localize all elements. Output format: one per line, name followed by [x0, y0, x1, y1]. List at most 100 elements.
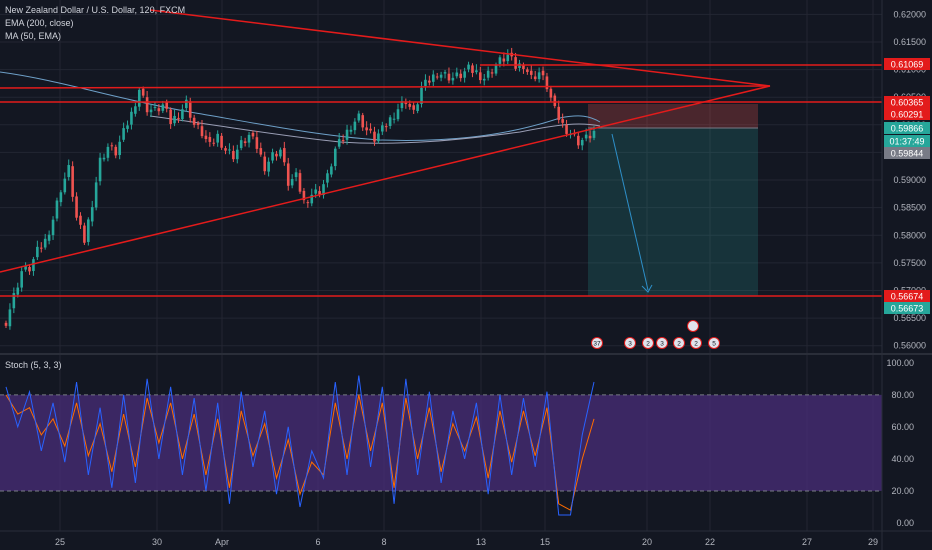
price-tag: [884, 108, 930, 120]
candle-body: [341, 139, 345, 141]
candle-body: [443, 72, 447, 74]
candle-body: [255, 137, 259, 149]
stoch-legend: Stoch (5, 3, 3): [5, 359, 62, 372]
candle-body: [47, 234, 51, 241]
candle-body: [479, 72, 482, 81]
candle-body: [169, 109, 172, 125]
stoch-tick-label: 40.00: [891, 454, 914, 464]
candle-body: [404, 102, 408, 104]
price-tag-label: 0.59844: [891, 149, 924, 159]
candle-body: [553, 95, 557, 107]
candle-body: [181, 109, 184, 120]
ma-legend[interactable]: MA (50, EMA): [5, 31, 62, 41]
upper-trendline[interactable]: [0, 85, 771, 89]
projection-arrow[interactable]: [611, 133, 649, 291]
take-profit-zone[interactable]: [588, 128, 758, 296]
candle-body: [251, 132, 255, 137]
candle-body: [75, 196, 78, 218]
event-badge[interactable]: [673, 337, 685, 349]
event-badge[interactable]: [624, 337, 636, 349]
price-tick-label: 0.61500: [893, 37, 926, 47]
price-tag-label: 0.59866: [891, 124, 924, 134]
candle-body: [228, 149, 231, 151]
candle-body: [118, 141, 121, 156]
price-tag-label: 0.61069: [891, 60, 924, 70]
event-badge[interactable]: [690, 337, 702, 349]
candle-body: [122, 128, 125, 140]
event-badge-label: 2: [694, 341, 698, 348]
price-tag: [884, 122, 930, 134]
candle-body: [486, 70, 490, 78]
candle-body: [141, 88, 145, 96]
price-tick-label: 0.58500: [893, 203, 926, 213]
price-tag-label: 0.60291: [891, 110, 924, 120]
time-tick-label: 8: [381, 537, 386, 547]
candle-body: [126, 125, 129, 129]
candle-body: [337, 139, 341, 147]
price-pane[interactable]: 37 3 2 3 2 2 5: [0, 9, 882, 349]
price-tag: [884, 135, 930, 147]
candle-body: [130, 111, 133, 125]
price-tag-label: 0.56674: [891, 292, 924, 302]
candle-body: [298, 173, 302, 192]
candle-body: [208, 137, 212, 142]
candle-body: [384, 126, 388, 128]
ema-200-line: [0, 71, 601, 141]
stoch-axis[interactable]: 100.00 80.00 60.00 40.00 20.00 0.00: [886, 358, 914, 528]
economic-events[interactable]: 37 3 2 3 2 2 5: [591, 320, 720, 349]
candle-body: [302, 190, 306, 201]
stochastic-pane[interactable]: [0, 375, 882, 516]
price-tag: [884, 58, 930, 70]
candle-body: [200, 126, 204, 137]
candle-body: [420, 87, 423, 104]
candle-body: [16, 287, 20, 295]
candle-body: [381, 125, 384, 132]
candle-body: [306, 202, 310, 204]
stoch-tick-label: 100.00: [886, 358, 914, 368]
price-tick-label: 0.58000: [893, 230, 926, 240]
candle-body: [561, 119, 564, 123]
candle-body: [333, 148, 337, 167]
descending-trendline[interactable]: [149, 9, 771, 87]
price-tag-label: 0.56673: [891, 304, 924, 314]
event-badge-label: 37: [593, 341, 601, 348]
candle-body: [490, 72, 494, 74]
candle-body: [310, 194, 314, 204]
candle-body: [326, 173, 329, 183]
candle-body: [157, 108, 161, 112]
candle-body: [28, 266, 31, 272]
candle-body: [259, 148, 263, 155]
candle-body: [365, 127, 368, 131]
candle-body: [106, 146, 110, 158]
ascending-trendline[interactable]: [0, 85, 771, 273]
candle-body: [83, 225, 86, 243]
stoch-tick-label: 20.00: [891, 486, 914, 496]
ema-legend[interactable]: EMA (200, close): [5, 18, 74, 28]
event-badge[interactable]: [656, 337, 668, 349]
candle-body: [102, 157, 106, 160]
projection-arrow-head: [641, 284, 653, 293]
time-axis[interactable]: 25 30 Apr 6 8 13 15 20 22 27 29: [55, 537, 878, 547]
candle-body: [55, 200, 59, 219]
symbol-title[interactable]: New Zealand Dollar / U.S. Dollar, 120, F…: [5, 5, 186, 15]
ma-50-line: [149, 115, 601, 144]
time-tick-label: 27: [802, 537, 812, 547]
candle-body: [373, 131, 376, 142]
candle-body: [161, 104, 165, 111]
candle-body: [196, 123, 200, 125]
stop-loss-zone[interactable]: [588, 104, 758, 128]
candle-body: [431, 74, 435, 82]
event-badge-label: 2: [677, 341, 681, 348]
event-badge[interactable]: [708, 337, 720, 349]
candle-body: [455, 72, 459, 77]
event-badge[interactable]: [687, 320, 699, 332]
price-tick-label: 0.59000: [893, 175, 926, 185]
candle-body: [110, 145, 114, 147]
candle-body: [345, 129, 349, 140]
event-badge[interactable]: [642, 337, 654, 349]
stoch-title[interactable]: Stoch (5, 3, 3): [5, 360, 62, 370]
event-badge[interactable]: [591, 337, 603, 349]
candle-body: [577, 135, 580, 146]
candle-body: [8, 309, 12, 327]
